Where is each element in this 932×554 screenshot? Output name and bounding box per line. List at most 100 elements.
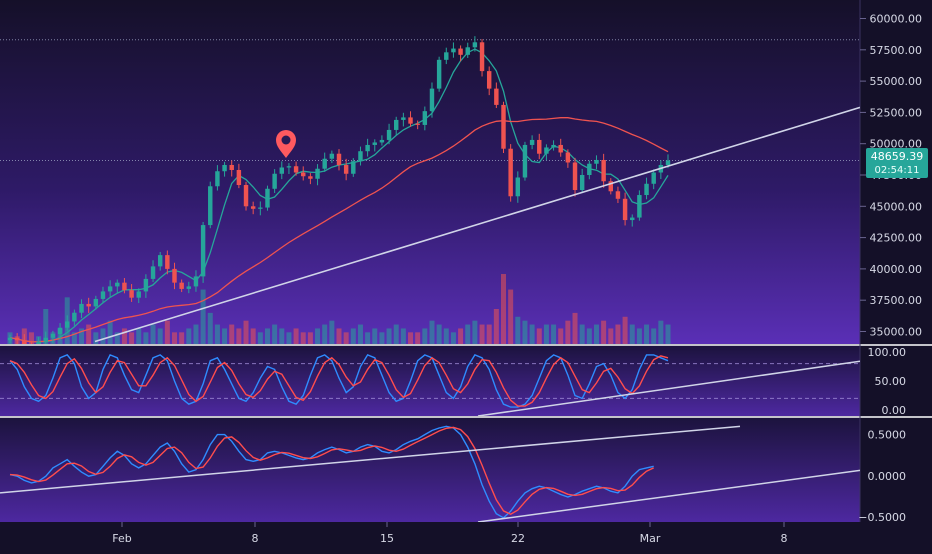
candle[interactable] xyxy=(451,48,456,53)
candle[interactable] xyxy=(408,117,413,124)
price-trendline[interactable] xyxy=(94,106,860,343)
candle[interactable] xyxy=(365,144,370,152)
candle[interactable] xyxy=(215,171,220,187)
candle[interactable] xyxy=(486,71,492,89)
candle[interactable] xyxy=(157,255,163,267)
candle[interactable] xyxy=(644,183,649,196)
candle[interactable] xyxy=(200,225,206,277)
candle[interactable] xyxy=(50,333,56,338)
candle[interactable] xyxy=(494,88,499,105)
candle[interactable] xyxy=(100,291,106,299)
candle[interactable] xyxy=(637,195,642,218)
candle[interactable] xyxy=(515,177,521,197)
candle[interactable] xyxy=(14,337,20,341)
candle[interactable] xyxy=(143,278,149,292)
candle[interactable] xyxy=(351,161,356,174)
candle[interactable] xyxy=(322,158,327,169)
candle[interactable] xyxy=(308,176,313,179)
candle[interactable] xyxy=(250,206,256,209)
osc-upper-trendline[interactable] xyxy=(0,425,741,494)
candle[interactable] xyxy=(508,148,513,197)
candle[interactable] xyxy=(57,327,63,334)
candle[interactable] xyxy=(579,175,585,191)
candle[interactable] xyxy=(472,42,478,48)
candle[interactable] xyxy=(122,282,127,291)
candle[interactable] xyxy=(115,282,120,287)
candle[interactable] xyxy=(537,139,542,154)
candle[interactable] xyxy=(222,164,227,172)
candle[interactable] xyxy=(336,153,342,165)
volume-bar xyxy=(572,312,578,344)
candle[interactable] xyxy=(258,207,263,209)
candle[interactable] xyxy=(179,282,184,289)
candle[interactable] xyxy=(429,88,435,112)
candle[interactable] xyxy=(236,169,242,186)
candle[interactable] xyxy=(565,152,571,163)
candle[interactable] xyxy=(401,117,406,120)
candle[interactable] xyxy=(558,144,563,153)
candle[interactable] xyxy=(286,166,292,168)
candle[interactable] xyxy=(86,303,91,307)
candle[interactable] xyxy=(279,167,284,174)
candle[interactable] xyxy=(572,162,578,191)
candle[interactable] xyxy=(651,172,656,184)
candle[interactable] xyxy=(93,298,99,307)
candle[interactable] xyxy=(394,119,399,130)
candle[interactable] xyxy=(301,172,306,177)
osc-lower-trendline[interactable] xyxy=(477,469,860,522)
candle[interactable] xyxy=(293,166,299,173)
candle[interactable] xyxy=(386,129,392,140)
volume-bar xyxy=(601,320,607,344)
candle[interactable] xyxy=(165,255,170,269)
candle[interactable] xyxy=(529,139,535,145)
candle[interactable] xyxy=(379,139,385,143)
candle[interactable] xyxy=(544,147,549,154)
candle[interactable] xyxy=(501,104,506,149)
candle[interactable] xyxy=(208,186,213,226)
candle[interactable] xyxy=(172,268,177,283)
candle[interactable] xyxy=(422,111,428,125)
candle[interactable] xyxy=(43,337,48,342)
candle[interactable] xyxy=(229,164,234,170)
candle[interactable] xyxy=(150,266,156,279)
candle[interactable] xyxy=(465,47,470,55)
candle[interactable] xyxy=(458,48,463,55)
candle[interactable] xyxy=(243,185,249,207)
candle[interactable] xyxy=(615,191,621,199)
candle[interactable] xyxy=(272,173,277,189)
candle[interactable] xyxy=(594,159,599,164)
candle[interactable] xyxy=(551,144,556,148)
candle[interactable] xyxy=(522,144,528,178)
candle[interactable] xyxy=(343,164,349,174)
candle[interactable] xyxy=(358,151,363,162)
candle[interactable] xyxy=(315,168,320,179)
candle[interactable] xyxy=(186,286,192,289)
candle[interactable] xyxy=(436,59,442,89)
candle[interactable] xyxy=(79,303,84,313)
volume-bar xyxy=(636,328,642,344)
candle[interactable] xyxy=(136,291,141,298)
candle[interactable] xyxy=(665,160,671,165)
candle[interactable] xyxy=(601,159,606,182)
candle[interactable] xyxy=(622,198,628,221)
candle[interactable] xyxy=(129,290,134,298)
event-marker-icon[interactable] xyxy=(276,130,296,158)
candle[interactable] xyxy=(65,321,70,328)
candle[interactable] xyxy=(265,188,270,208)
candle[interactable] xyxy=(22,340,27,344)
candle[interactable] xyxy=(608,181,613,192)
candle[interactable] xyxy=(372,142,377,145)
candle[interactable] xyxy=(479,42,485,72)
candle[interactable] xyxy=(107,286,113,292)
candle[interactable] xyxy=(587,163,592,175)
candle[interactable] xyxy=(329,153,335,159)
candle[interactable] xyxy=(193,276,199,287)
candle[interactable] xyxy=(72,312,77,322)
candle[interactable] xyxy=(415,123,420,125)
stoch-trendline[interactable] xyxy=(477,360,860,416)
candle[interactable] xyxy=(630,217,635,221)
candle[interactable] xyxy=(444,52,449,60)
candle[interactable] xyxy=(36,341,41,345)
candle[interactable] xyxy=(7,337,13,341)
